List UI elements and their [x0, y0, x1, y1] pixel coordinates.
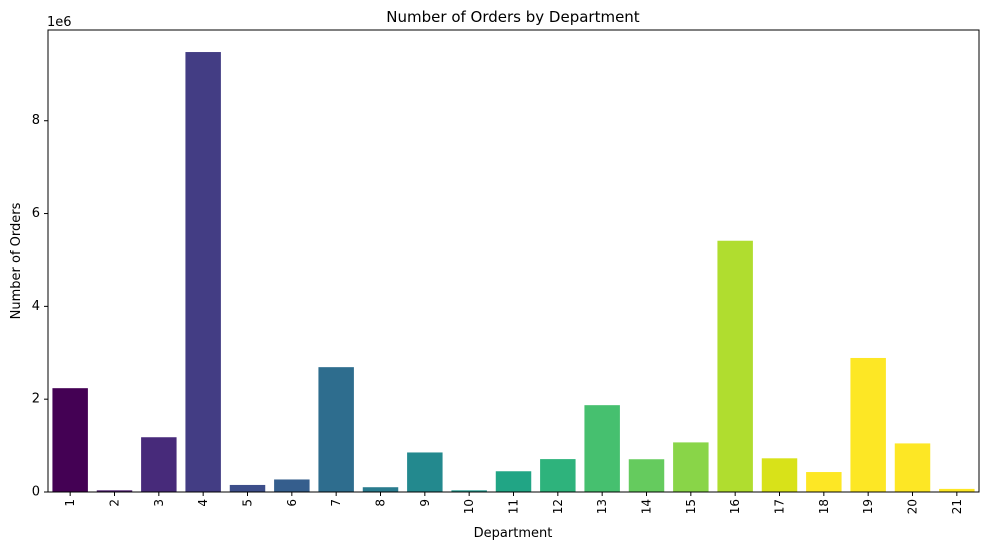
y-tick-label: 0: [32, 485, 40, 500]
bar-department-9: [407, 452, 443, 492]
bar-department-10: [451, 490, 487, 492]
bar-department-6: [274, 479, 310, 492]
bar-department-11: [495, 471, 532, 492]
x-tick-label: 18: [817, 499, 831, 514]
bar-department-12: [540, 459, 576, 492]
y-ticks-group: 0 2 4 6 8: [32, 113, 48, 500]
x-tick-label: 13: [595, 499, 609, 514]
x-tick-label: 7: [329, 499, 343, 507]
bar-department-14: [628, 459, 665, 492]
y-tick-label: 6: [32, 206, 40, 221]
bar-department-8: [362, 487, 399, 492]
x-tick-label: 9: [418, 499, 432, 507]
x-tick-label: 14: [640, 499, 654, 514]
y-axis-label: Number of Orders: [9, 202, 24, 319]
y-offset-label: 1e6: [47, 15, 72, 30]
bar-department-5: [229, 484, 266, 492]
x-tick-label: 6: [285, 499, 299, 507]
bar-department-19: [850, 357, 886, 492]
x-tick-label: 15: [684, 499, 698, 514]
plot-frame: [47, 29, 980, 493]
bars-group: [52, 52, 975, 492]
x-tick-label: 19: [861, 499, 875, 514]
x-tick-label: 2: [108, 499, 122, 507]
bar-department-20: [894, 443, 931, 492]
bar-department-18: [806, 472, 842, 492]
x-ticks-group: 1 2 3 4 5 6 7 8 9 10 11 12 13 14 15 16 17 18 19 20 21: [63, 492, 964, 514]
x-tick-label: 3: [152, 499, 166, 507]
bar-department-16: [717, 240, 753, 492]
x-tick-label: 11: [507, 499, 521, 514]
x-tick-label: 12: [551, 499, 565, 514]
x-tick-label: 20: [906, 499, 920, 514]
x-tick-label: 10: [462, 499, 476, 514]
x-tick-label: 16: [728, 499, 742, 514]
y-tick-label: 8: [32, 113, 40, 128]
chart-title: Number of Orders by Department: [386, 8, 640, 26]
x-tick-label: 1: [63, 499, 77, 507]
y-tick-label: 2: [32, 392, 40, 407]
x-tick-label: 17: [773, 499, 787, 514]
bar-department-21: [939, 488, 975, 492]
x-axis-label: Department: [474, 526, 553, 541]
bar-department-15: [673, 442, 709, 492]
x-tick-label: 4: [196, 499, 210, 507]
x-tick-label: 21: [950, 499, 964, 514]
bar-department-1: [52, 388, 88, 492]
x-tick-label: 5: [241, 499, 255, 507]
bar-department-2: [96, 490, 133, 492]
bar-department-13: [584, 405, 620, 492]
bar-department-4: [185, 52, 221, 492]
x-tick-label: 8: [374, 499, 388, 507]
bar-department-17: [761, 458, 798, 492]
y-tick-label: 4: [32, 299, 40, 314]
bar-department-3: [141, 437, 177, 492]
bar-department-7: [318, 367, 354, 492]
